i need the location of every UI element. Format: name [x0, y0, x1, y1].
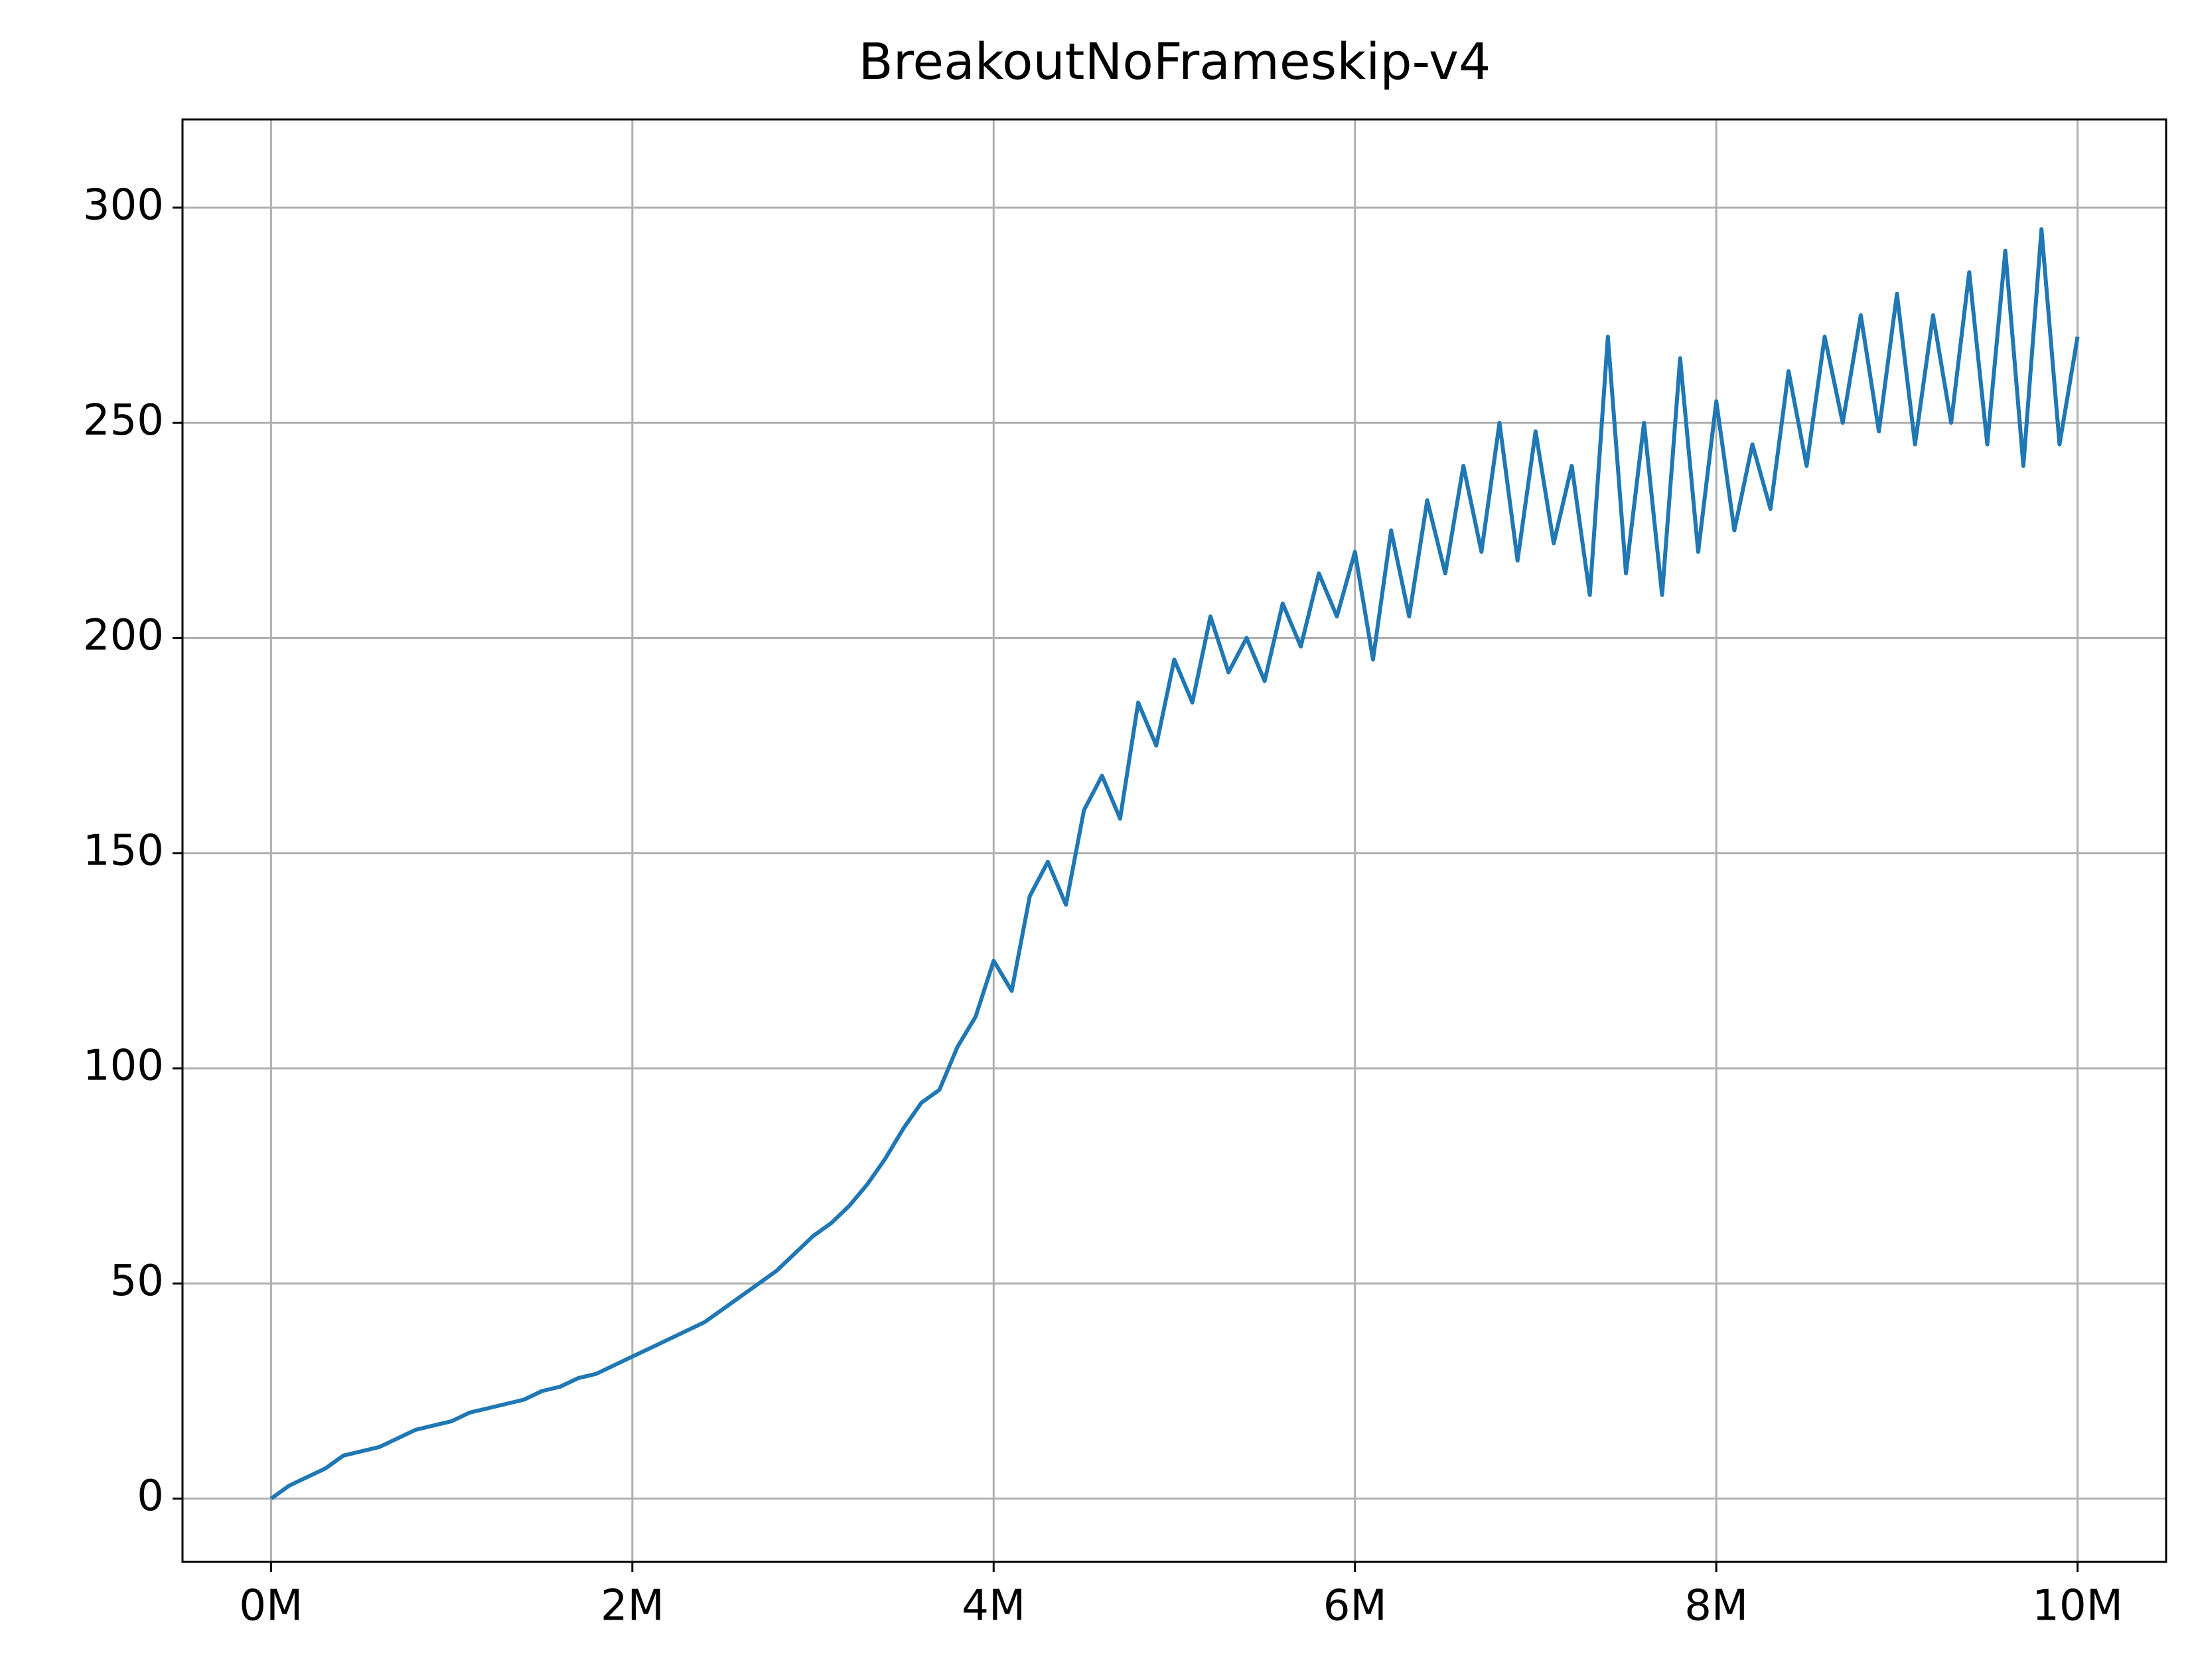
plot-frame [181, 118, 2167, 1563]
data-line [269, 227, 2080, 1501]
y-tick-label: 150 [83, 826, 164, 875]
x-tick-label: 10M [2032, 1582, 2123, 1631]
x-tick-label: 8M [1684, 1582, 1748, 1631]
y-tick-label: 100 [83, 1042, 164, 1091]
x-tick-label: 6M [1323, 1582, 1387, 1631]
x-tick-label: 0M [239, 1582, 303, 1631]
y-tick-label: 250 [83, 396, 164, 445]
x-tick-label: 4M [962, 1582, 1025, 1631]
y-tick-label: 0 [137, 1472, 164, 1521]
y-tick-label: 300 [83, 181, 164, 230]
chart-title: BreakoutNoFrameskip-v4 [859, 32, 1491, 91]
x-tick-label: 2M [601, 1582, 664, 1631]
y-tick-label: 50 [110, 1257, 164, 1306]
y-tick-label: 200 [83, 611, 164, 660]
